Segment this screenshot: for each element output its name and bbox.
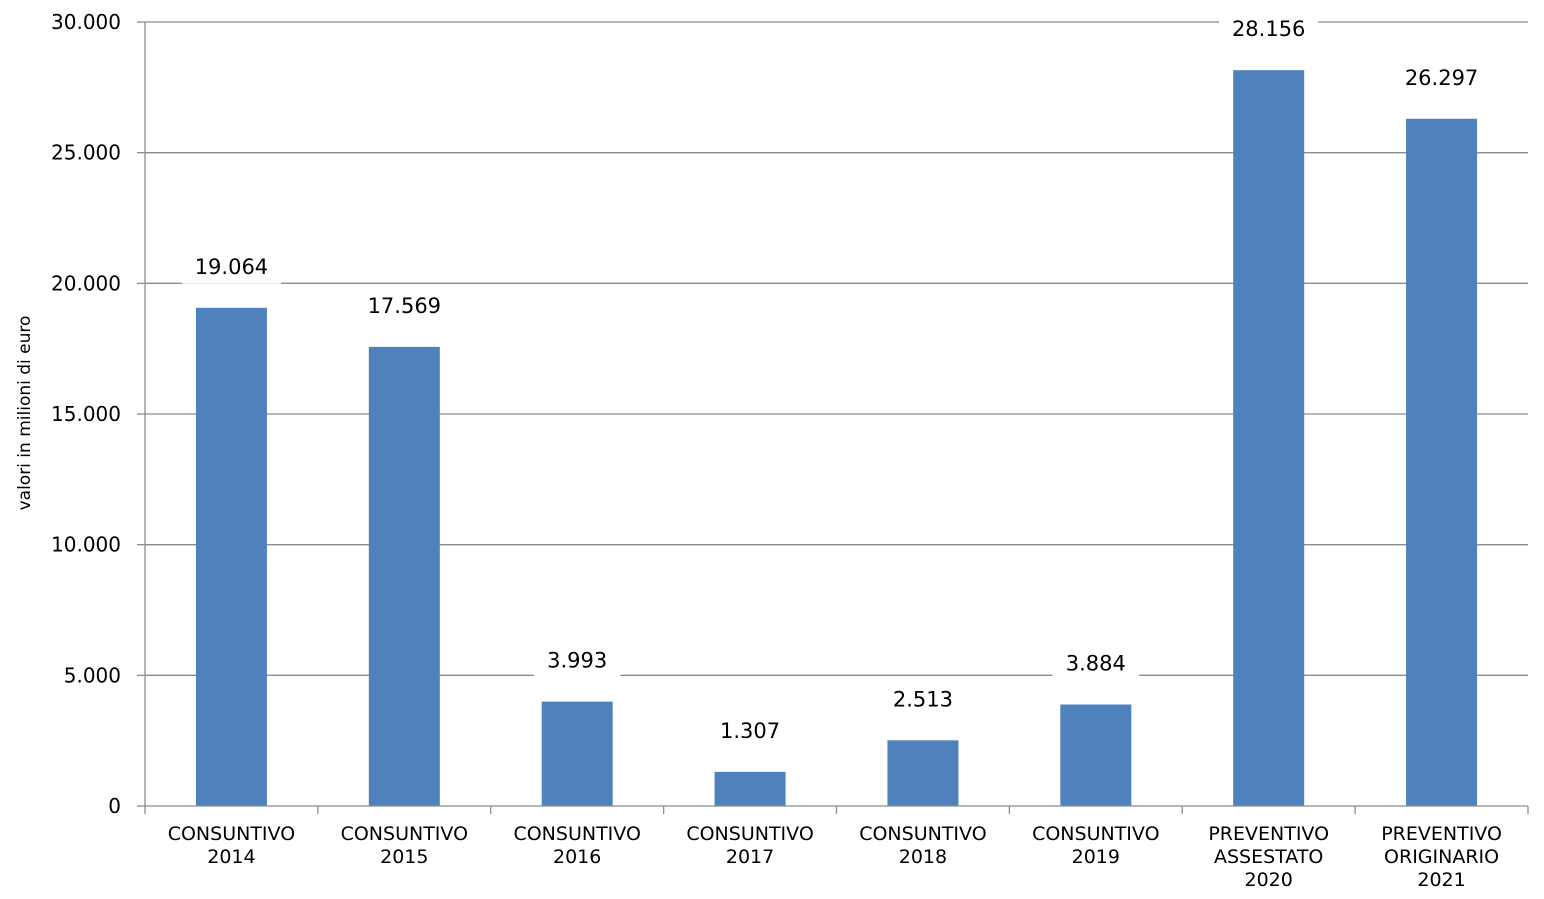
data-label: 17.569 [368,294,441,318]
data-label-background [1392,60,1492,95]
y-tick-label: 25.000 [51,141,121,165]
data-label-background [706,713,794,748]
bar [1406,118,1478,807]
bar [541,701,613,806]
data-label-background [181,249,281,284]
bar [887,740,959,806]
data-label-background [533,643,621,678]
x-tick-label: CONSUNTIVO 2014 [168,823,295,868]
gridlines [145,21,1528,676]
x-tick-label: CONSUNTIVO 2019 [1032,823,1159,868]
x-tick-label: PREVENTIVO ORIGINARIO 2021 [1381,823,1502,891]
data-label: 3.993 [547,649,607,673]
y-axis-title: valori in milioni di euro [15,316,35,511]
x-tick-label: PREVENTIVO ASSESTATO 2020 [1208,823,1329,891]
x-tick-label: CONSUNTIVO 2017 [686,823,813,868]
data-label-background [354,288,454,323]
data-label: 3.884 [1066,651,1126,675]
bars [195,70,1478,807]
data-label: 26.297 [1405,66,1478,90]
data-label: 19.064 [195,255,268,279]
data-label-background [1052,646,1140,681]
y-tick-label: 15.000 [51,402,121,426]
bar [714,771,786,806]
bar [195,307,267,806]
data-label: 1.307 [720,719,780,743]
x-tick-label: CONSUNTIVO 2016 [513,823,640,868]
x-tick-label: CONSUNTIVO 2015 [341,823,468,868]
x-tick-label: CONSUNTIVO 2018 [859,823,986,868]
y-tick-label: 20.000 [51,271,121,295]
data-label-background [879,682,967,717]
y-tick-label: 30.000 [51,10,121,34]
y-tick-label: 0 [108,794,121,818]
data-label: 2.513 [893,687,953,711]
y-tick-label: 10.000 [51,533,121,557]
bar [368,346,440,806]
bar [1060,704,1132,806]
data-label: 28.156 [1232,17,1305,41]
x-tick-labels: CONSUNTIVO 2014 CONSUNTIVO 2015 CONSUNTIVO 20… [168,823,1502,891]
bar [1233,70,1305,806]
axes [137,21,1529,814]
data-labels: 19.064 17.569 3.993 1.307 2.513 3.884 28.156 26… [181,12,1492,748]
y-tick-labels: 0 5.000 10.000 15.000 20.000 25.000 30.000 [51,10,121,818]
data-label-background [1219,12,1319,47]
y-tick-label: 5.000 [64,663,121,687]
